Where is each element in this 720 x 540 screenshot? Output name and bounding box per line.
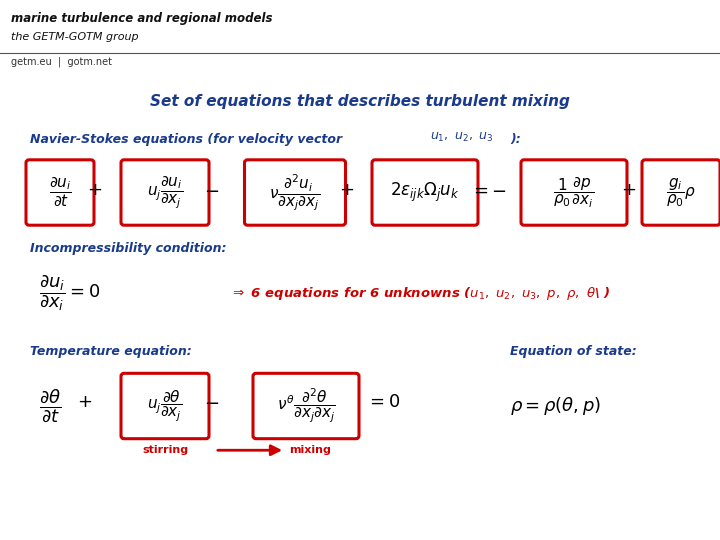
Text: $\nu\dfrac{\partial^2 u_i}{\partial x_j\partial x_j}$: $\nu\dfrac{\partial^2 u_i}{\partial x_j\…: [269, 172, 320, 213]
Text: $+$: $+$: [621, 181, 636, 199]
Text: $+$: $+$: [78, 393, 93, 411]
Text: getm.eu  |  gotm.net: getm.eu | gotm.net: [11, 57, 112, 67]
Text: $\dfrac{g_i}{\rho_0}\rho$: $\dfrac{g_i}{\rho_0}\rho$: [666, 176, 696, 209]
Text: Navier-Stokes equations (for velocity vector: Navier-Stokes equations (for velocity ve…: [30, 133, 346, 146]
Text: $\Rightarrow$ 6 equations for 6 unknowns ($u_1,\ u_2,\ u_3,\ p,\ \rho,\ \theta$\: $\Rightarrow$ 6 equations for 6 unknowns…: [230, 285, 611, 302]
Text: ):: ):: [510, 133, 521, 146]
FancyBboxPatch shape: [121, 373, 209, 438]
Text: Equation of state:: Equation of state:: [510, 345, 636, 357]
Text: $\dfrac{\partial u_i}{\partial t}$: $\dfrac{\partial u_i}{\partial t}$: [48, 176, 71, 210]
Text: $\nu^\theta\dfrac{\partial^2 \theta}{\partial x_j\partial x_j}$: $\nu^\theta\dfrac{\partial^2 \theta}{\pa…: [276, 387, 336, 425]
Text: $2\varepsilon_{ijk}\Omega_j u_k$: $2\varepsilon_{ijk}\Omega_j u_k$: [390, 181, 460, 204]
Text: $-$: $-$: [204, 181, 220, 199]
Text: $\dfrac{1}{\rho_0}\dfrac{\partial p}{\partial x_i}$: $\dfrac{1}{\rho_0}\dfrac{\partial p}{\pa…: [554, 176, 595, 210]
Text: $-$: $-$: [204, 393, 220, 411]
Text: $\dfrac{\partial u_i}{\partial x_i} = 0$: $\dfrac{\partial u_i}{\partial x_i} = 0$: [40, 274, 101, 313]
FancyBboxPatch shape: [521, 160, 627, 225]
Text: $u_1,\ u_2,\ u_3$: $u_1,\ u_2,\ u_3$: [430, 131, 493, 144]
FancyBboxPatch shape: [26, 160, 94, 225]
Text: $\rho = \rho(\theta, p)$: $\rho = \rho(\theta, p)$: [510, 395, 601, 417]
Text: $-$: $-$: [492, 181, 507, 199]
FancyBboxPatch shape: [121, 160, 209, 225]
Text: $= 0$: $= 0$: [366, 393, 400, 411]
Text: $\dfrac{\partial \theta}{\partial t}$: $\dfrac{\partial \theta}{\partial t}$: [39, 388, 61, 424]
Text: $=$: $=$: [469, 181, 488, 199]
Text: marine turbulence and regional models: marine turbulence and regional models: [11, 12, 272, 25]
Text: $u_j\dfrac{\partial \theta}{\partial x_j}$: $u_j\dfrac{\partial \theta}{\partial x_j…: [148, 388, 183, 424]
Text: $+$: $+$: [87, 181, 102, 199]
Text: the GETM-GOTM group: the GETM-GOTM group: [11, 32, 138, 43]
FancyBboxPatch shape: [372, 160, 478, 225]
FancyBboxPatch shape: [642, 160, 720, 225]
Text: stirring: stirring: [142, 446, 188, 455]
Text: $+$: $+$: [339, 181, 354, 199]
Text: Incompressibility condition:: Incompressibility condition:: [30, 242, 227, 255]
Text: Temperature equation:: Temperature equation:: [30, 345, 192, 357]
FancyBboxPatch shape: [245, 160, 346, 225]
Text: $u_j\dfrac{\partial u_i}{\partial x_j}$: $u_j\dfrac{\partial u_i}{\partial x_j}$: [147, 174, 183, 211]
Text: Set of equations that describes turbulent mixing: Set of equations that describes turbulen…: [150, 94, 570, 110]
FancyBboxPatch shape: [253, 373, 359, 438]
Text: mixing: mixing: [289, 446, 331, 455]
